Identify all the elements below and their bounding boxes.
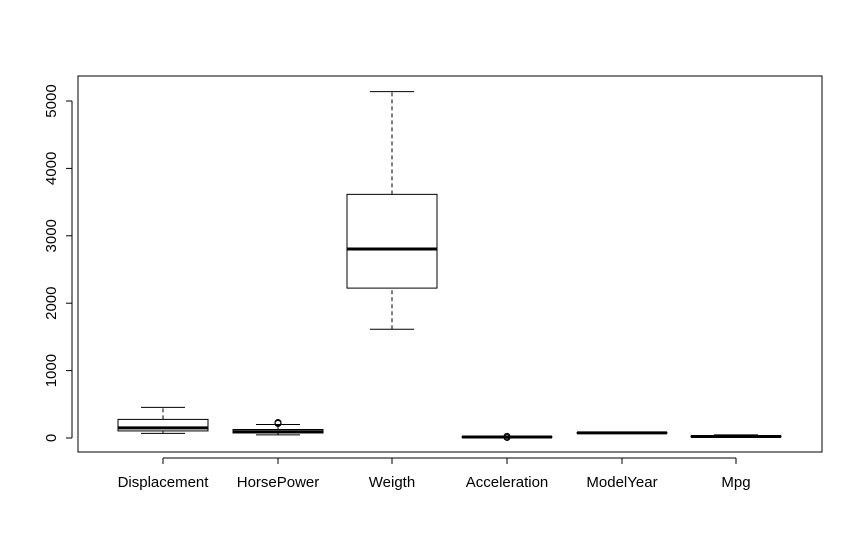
y-tick-label: 1000 xyxy=(43,354,60,387)
boxes-group xyxy=(117,91,782,441)
box-displacement xyxy=(117,406,209,434)
y-tick-label: 2000 xyxy=(43,287,60,320)
x-category-label: Displacement xyxy=(118,474,210,491)
plot-frame xyxy=(77,75,823,453)
y-tick-label: 4000 xyxy=(43,152,60,185)
x-category-label: Mpg xyxy=(721,474,750,491)
box-iqr xyxy=(346,193,438,289)
x-category-label: HorsePower xyxy=(237,474,320,491)
box-weigth xyxy=(346,91,438,330)
box-mpg xyxy=(690,434,782,438)
x-category-label: Acceleration xyxy=(466,474,549,491)
outlier-point xyxy=(274,418,282,426)
x-category-label: ModelYear xyxy=(586,474,657,491)
y-tick-label: 0 xyxy=(43,434,60,442)
y-axis: 0 1000 2000 3000 4000 5000 xyxy=(43,84,73,442)
y-tick-label: 5000 xyxy=(43,84,60,117)
y-tick-label: 3000 xyxy=(43,219,60,252)
box-modelyear xyxy=(576,431,668,435)
box-horsepower xyxy=(232,418,324,436)
outlier-point xyxy=(503,432,511,440)
x-axis: Displacement HorsePower Weigth Acceleration… xyxy=(118,457,751,491)
box-iqr xyxy=(117,418,209,432)
box-acceleration xyxy=(461,432,553,441)
x-category-label: Weigth xyxy=(369,474,415,491)
